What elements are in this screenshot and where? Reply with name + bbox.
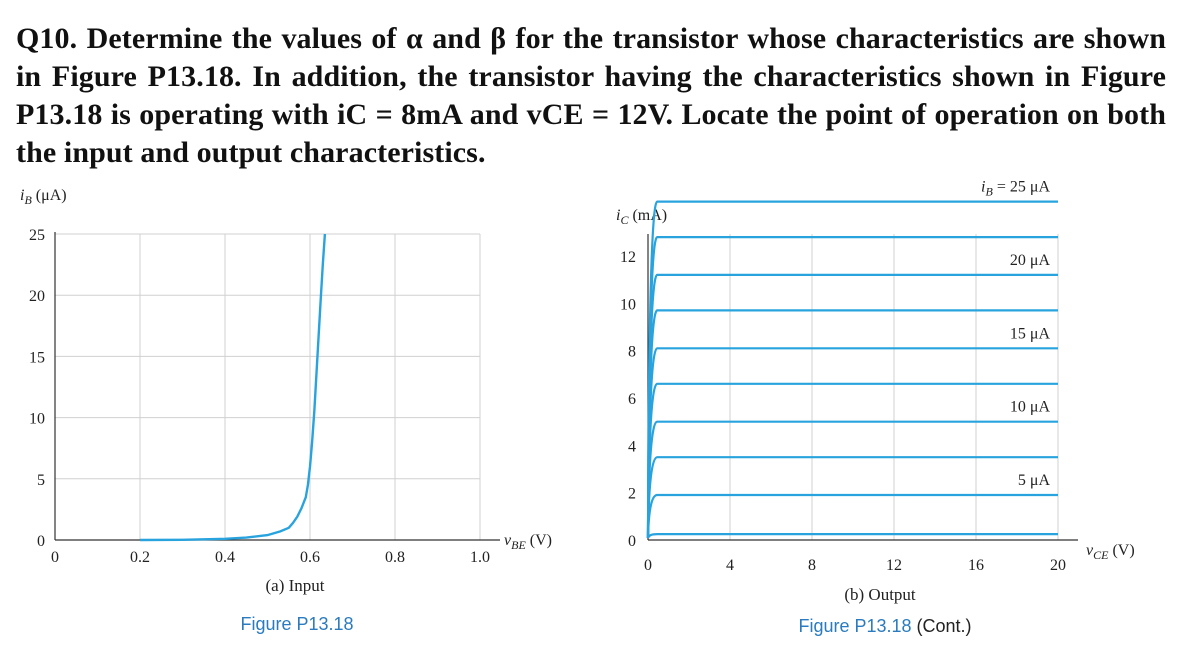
input-y-tick: 0	[37, 533, 45, 550]
output-curve	[646, 456, 1058, 539]
output-curve	[646, 309, 1058, 539]
input-y-tick: 25	[29, 227, 45, 244]
output-curve-label: 15 μA	[1010, 325, 1051, 342]
input-x-tick: 0.8	[385, 549, 405, 566]
output-curve	[646, 533, 1058, 539]
output-x-tick: 4	[726, 557, 734, 574]
output-y-tick: 12	[620, 249, 636, 266]
input-y-axis-label: iB (μA)	[20, 187, 67, 207]
output-curve-label: 10 μA	[1010, 399, 1051, 416]
output-curve	[646, 420, 1058, 539]
output-y-tick: 10	[620, 296, 636, 313]
output-y-axis-label: iC (mA)	[616, 207, 667, 227]
input-x-tick: 0.6	[300, 549, 320, 566]
question-text: Q10. Determine the values of α and β for…	[16, 22, 1166, 169]
output-figure-caption: Figure P13.18 (Cont.)	[798, 616, 971, 636]
input-x-axis-label: vBE (V)	[504, 532, 552, 552]
output-x-tick: 16	[968, 557, 984, 574]
output-y-tick: 6	[628, 391, 636, 408]
output-curve	[646, 273, 1058, 539]
input-x-tick: 0	[51, 549, 59, 566]
input-x-tick: 0.2	[130, 549, 150, 566]
output-curve	[646, 347, 1058, 539]
output-y-tick: 0	[628, 533, 636, 550]
input-y-tick: 20	[29, 288, 45, 305]
input-y-tick: 15	[29, 349, 45, 366]
output-x-axis-label: vCE (V)	[1086, 542, 1135, 562]
output-y-tick: 2	[628, 486, 636, 503]
output-y-tick: 8	[628, 344, 636, 361]
input-caption: (a) Input	[265, 576, 324, 595]
output-x-tick: 20	[1050, 557, 1066, 574]
input-x-tick: 1.0	[470, 549, 490, 566]
input-x-tick: 0.4	[215, 549, 235, 566]
output-curve	[646, 200, 1058, 539]
output-x-tick: 0	[644, 557, 652, 574]
output-x-tick: 8	[808, 557, 816, 574]
output-caption: (b) Output	[844, 585, 916, 604]
output-y-tick: 4	[628, 438, 636, 455]
output-curve	[646, 236, 1058, 539]
output-curve-label: 5 μA	[1018, 472, 1051, 489]
output-x-tick: 12	[886, 557, 902, 574]
input-figure-caption: Figure P13.18	[240, 614, 353, 634]
output-curve-label: iB = 25 μA	[981, 179, 1050, 199]
output-curve-label: 20 μA	[1010, 252, 1051, 269]
output-curve	[646, 493, 1058, 539]
output-curve	[646, 382, 1058, 539]
input-y-tick: 10	[29, 411, 45, 428]
input-y-tick: 5	[37, 472, 45, 489]
input-curve	[139, 233, 327, 542]
